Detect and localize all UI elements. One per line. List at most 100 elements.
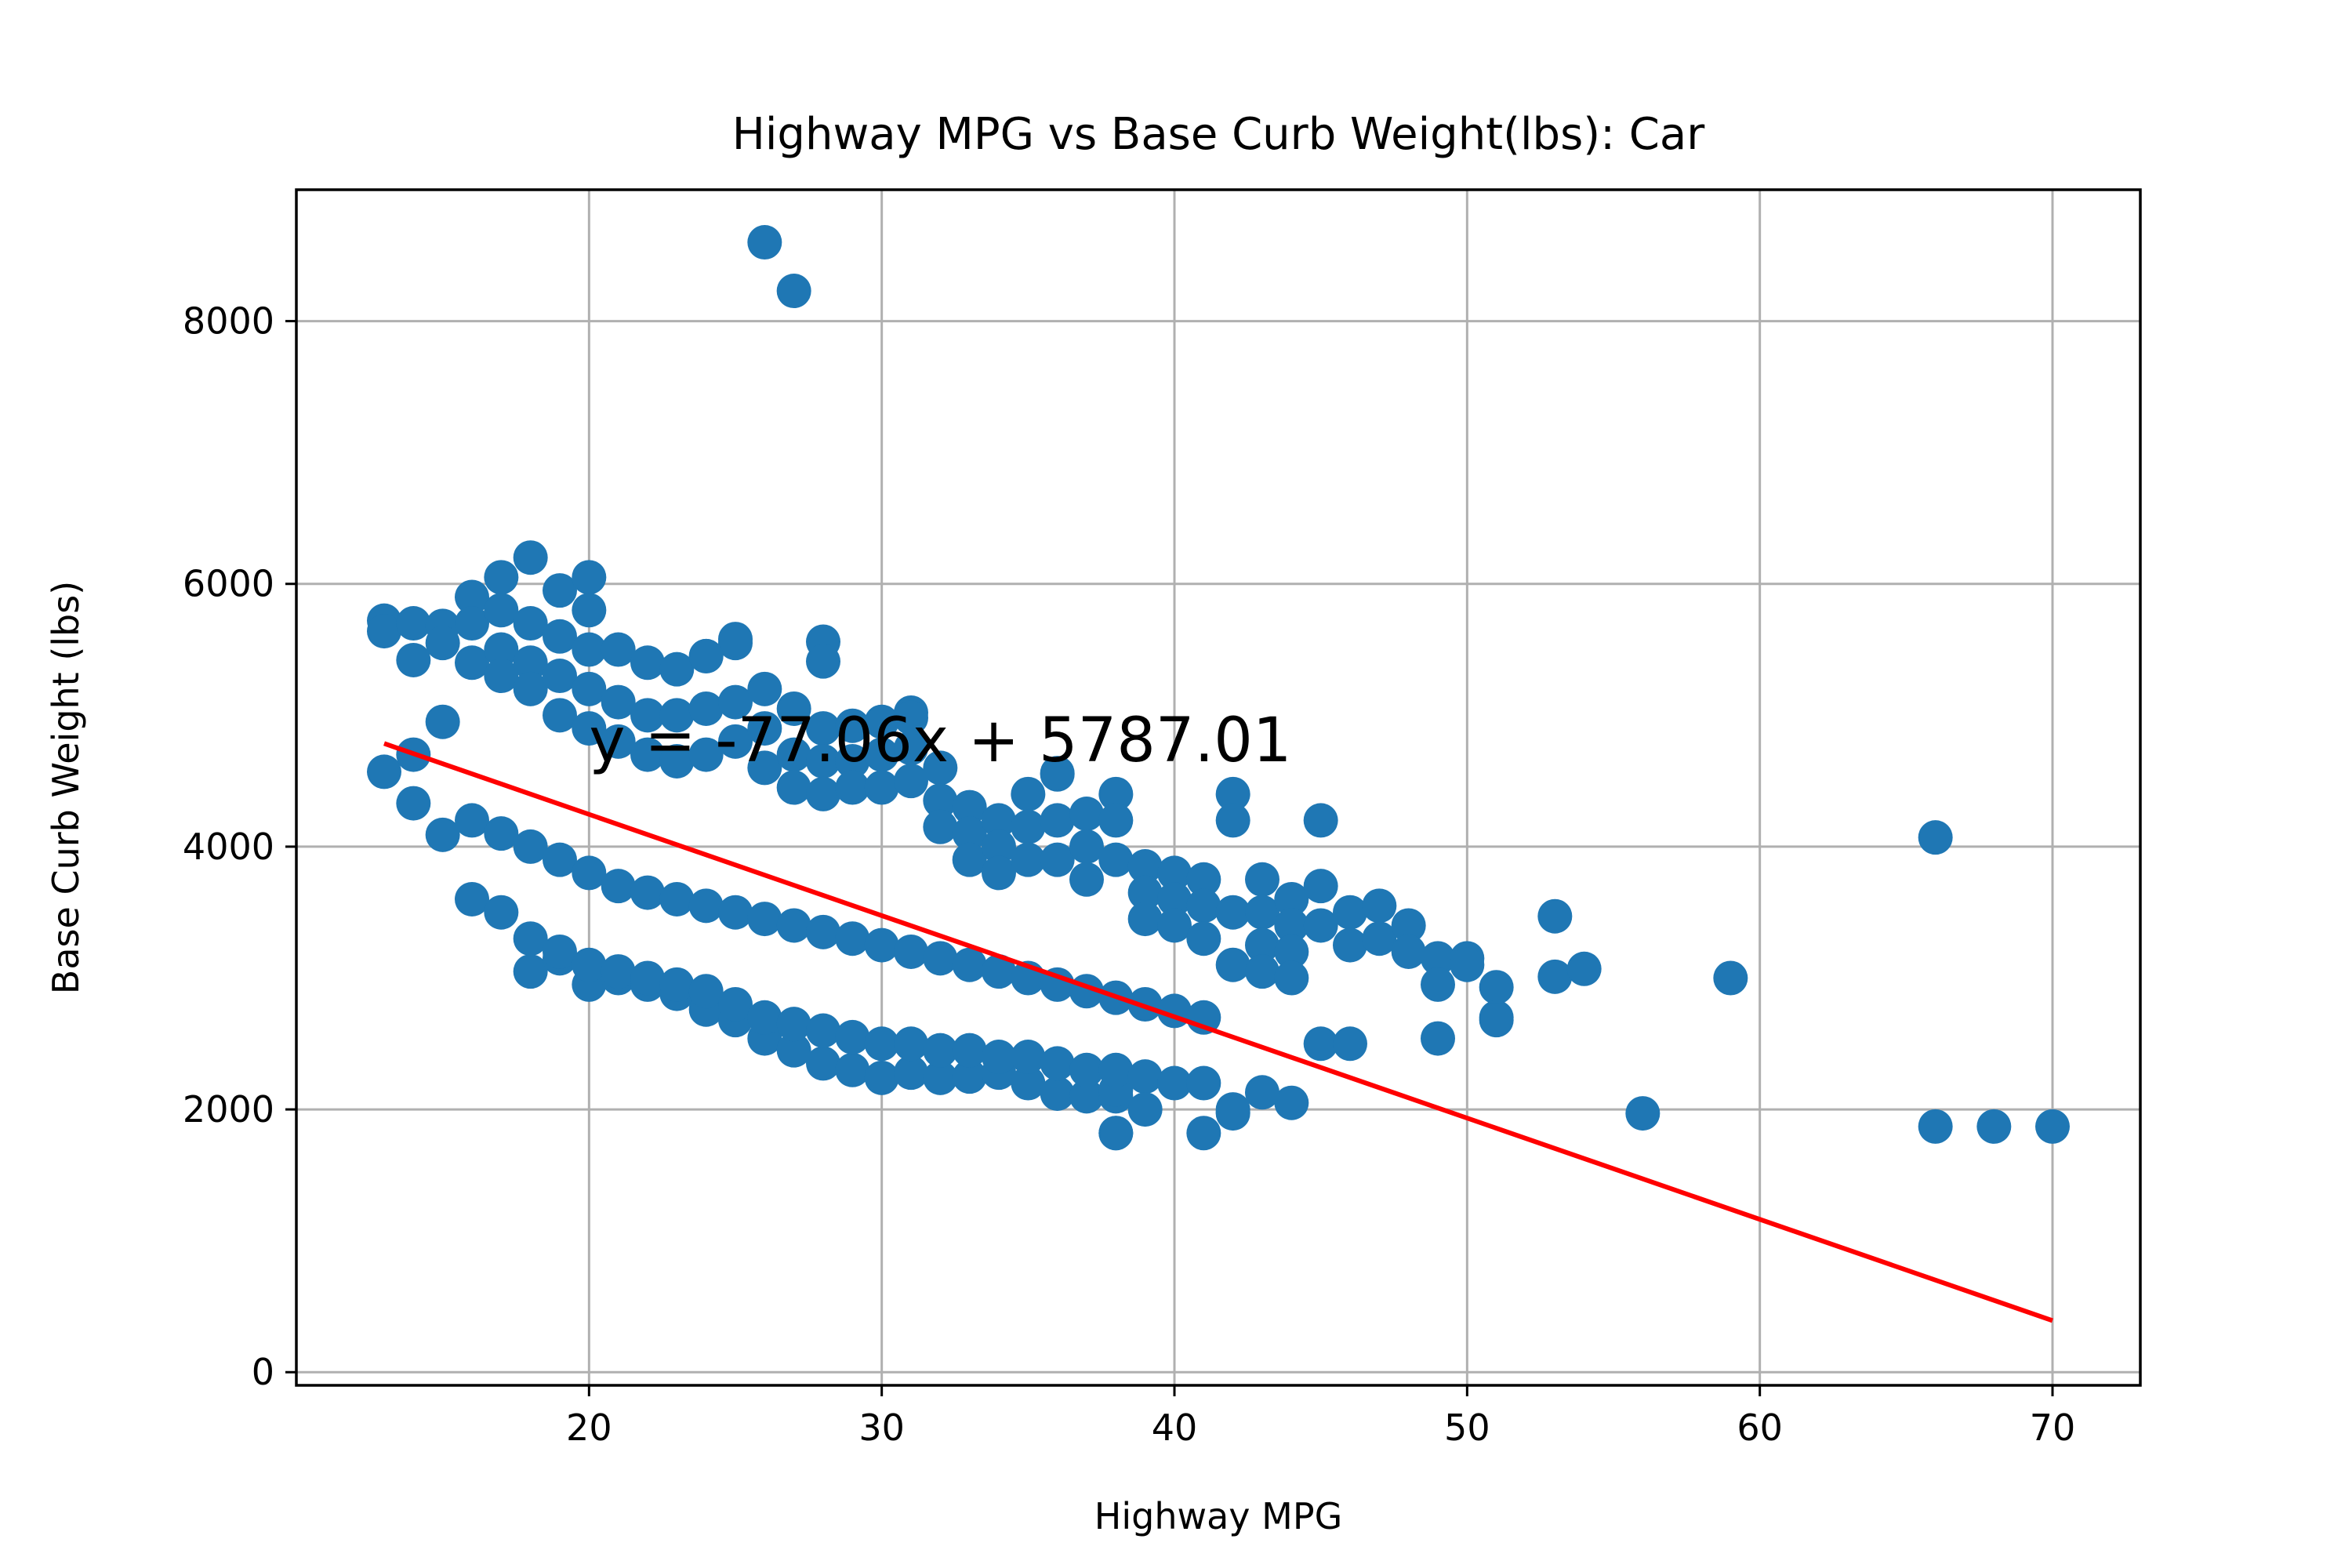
scatter-point [1976, 1109, 2012, 1144]
scatter-point [1713, 960, 1748, 996]
scatter-point [923, 783, 958, 818]
scatter-point [1069, 1079, 1104, 1114]
scatter-point [630, 645, 665, 681]
scatter-point [1011, 776, 1046, 811]
scatter-point [1157, 855, 1192, 891]
scatter-point [1421, 967, 1455, 1002]
scatter-point [718, 684, 753, 720]
scatter-point [1011, 1065, 1046, 1101]
scatter-point [630, 737, 665, 772]
scatter-point [659, 743, 695, 779]
scatter-point [367, 754, 401, 789]
scatter-point [1215, 947, 1250, 982]
chart-title: Highway MPG vs Base Curb Weight(lbs): Ca… [732, 109, 1705, 160]
scatter-point [806, 743, 840, 779]
scatter-point [513, 954, 548, 989]
scatter-point [659, 881, 695, 916]
x-tick-label: 30 [858, 1406, 905, 1449]
scatter-point [864, 1026, 899, 1062]
scatter-point [1245, 954, 1279, 989]
regression-line [383, 741, 2053, 1323]
scatter-point [688, 691, 724, 726]
scatter-point [806, 1013, 840, 1048]
scatter-point [1011, 1040, 1046, 1075]
scatter-point [952, 789, 987, 825]
scatter-point [952, 1059, 987, 1094]
scatter-point [1069, 1052, 1104, 1087]
scatter-point [864, 737, 899, 772]
scatter-point [952, 842, 987, 877]
scatter-point [1215, 803, 1250, 838]
scatter-point [572, 711, 607, 746]
scatter-point [484, 816, 519, 851]
scatter-point [1274, 960, 1309, 996]
scatter-point [1069, 797, 1104, 832]
scatter-point [718, 895, 753, 930]
scatter-point [543, 619, 577, 654]
scatter-point [1127, 849, 1163, 884]
scatter-point [513, 540, 548, 575]
scatter-point [572, 671, 607, 706]
scatter-point [835, 743, 870, 779]
scatter-point [455, 803, 489, 838]
scatter-point [688, 974, 724, 1009]
scatter-point [396, 642, 431, 677]
y-tick-label: 2000 [183, 1088, 274, 1131]
scatter-point [776, 691, 811, 726]
scatter-point [1127, 1092, 1163, 1127]
point-layer [367, 225, 2070, 1151]
y-tick-label: 6000 [183, 563, 274, 605]
scatter-point [1362, 921, 1397, 956]
scatter-point [1303, 869, 1338, 904]
scatter-point [1918, 820, 1953, 855]
scatter-point [1274, 908, 1309, 943]
scatter-point [543, 573, 577, 608]
scatter-point [484, 659, 519, 694]
scatter-point [396, 606, 431, 641]
scatter-point [1040, 1076, 1075, 1111]
scatter-point [747, 902, 782, 937]
scatter-point [835, 1019, 870, 1054]
scatter-point [630, 698, 665, 733]
scatter-point [513, 645, 548, 681]
scatter-point [1157, 908, 1192, 943]
scatter-point [1274, 881, 1309, 916]
scatter-point [1362, 888, 1397, 924]
scatter-point [484, 632, 519, 667]
scatter-point [601, 632, 636, 667]
scatter-point [659, 967, 695, 1002]
scatter-point [923, 750, 958, 786]
scatter-point [1098, 776, 1134, 811]
scatter-point [1186, 1116, 1221, 1151]
plot-frame [295, 188, 2142, 1387]
scatter-point [1040, 842, 1075, 877]
scatter-point [1479, 970, 1514, 1005]
scatter-point [1421, 1021, 1455, 1056]
scatter-point [688, 737, 724, 772]
x-tick-label: 50 [1444, 1406, 1490, 1449]
scatter-point [1127, 902, 1163, 937]
scatter-point [923, 941, 958, 976]
scatter-point [923, 1033, 958, 1068]
scatter-point [747, 750, 782, 786]
tick-layer: 20 30 40 50 60 70 0 2000 4000 6000 8000 [183, 300, 2075, 1449]
scatter-point [894, 1026, 928, 1062]
scatter-point [747, 671, 782, 706]
y-tick-label: 4000 [183, 826, 274, 868]
scatter-point [1186, 862, 1221, 897]
scatter-point [688, 888, 724, 924]
scatter-point [1098, 1116, 1134, 1151]
scatter-point [806, 914, 840, 949]
scatter-point [776, 1033, 811, 1068]
scatter-point [806, 644, 840, 679]
scatter-point [1215, 895, 1250, 930]
scatter-point [1537, 898, 1573, 934]
x-tick-label: 20 [566, 1406, 612, 1449]
scatter-point [1918, 1109, 1953, 1144]
scatter-point [894, 1055, 928, 1091]
scatter-point [688, 638, 724, 673]
scatter-point [1098, 842, 1134, 877]
